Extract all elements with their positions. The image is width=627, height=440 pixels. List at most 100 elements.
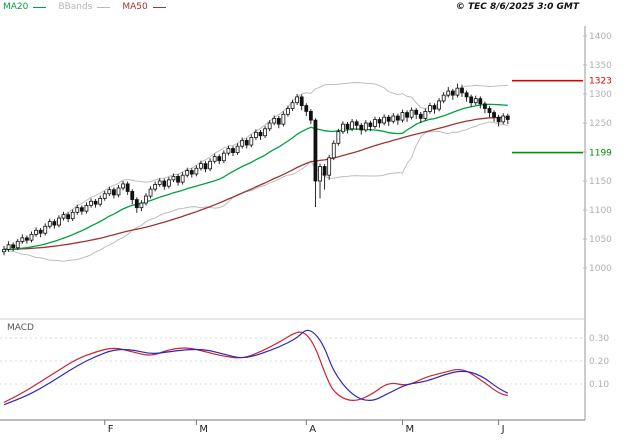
price-axis-label: 1150 [589,177,612,187]
legend-line-sample-icon [152,7,166,8]
month-label: M [405,424,414,435]
candle-body [70,211,75,220]
candle-body [162,180,167,187]
candle-body [501,115,506,123]
candle-body [345,123,350,130]
candle-body [418,113,423,119]
candle-body [194,167,199,175]
candle-body [286,108,290,115]
candle-body [102,193,107,199]
candle-body [492,112,496,118]
candle-body [79,207,84,212]
candle-body [450,90,455,96]
candle-body [98,197,103,205]
candle-body [487,108,492,113]
level-label-bg [587,144,617,156]
candle-body [405,112,409,118]
ma50-line [3,116,508,251]
macd-macd-line [3,331,508,403]
candle-body [235,145,240,153]
candle-body [432,105,437,110]
candle-body [318,166,322,182]
candle-body [24,237,29,241]
candle-body [276,117,281,125]
candle-body [473,98,478,104]
macd-panel-title: MACD [7,323,34,333]
candle-body [166,179,171,187]
candle-body [441,94,446,102]
candle-body [112,189,116,196]
legend-label: MA20 [3,2,29,12]
bollinger-lower-line [3,121,508,262]
candle-body [134,199,139,209]
candle-body [84,204,89,212]
legend-label: MA50 [122,2,148,12]
candle-body [212,156,217,162]
candle-body [281,113,286,125]
candle-body [446,90,451,96]
candle-body [359,124,364,131]
candle-body [363,122,368,131]
candle-body [478,98,483,105]
candle-body [368,122,373,127]
candle-body [107,189,112,195]
legend-line-sample-icon [97,7,111,8]
candle-body [336,131,341,144]
price-axis-label: 1350 [589,61,612,71]
candle-body [93,200,98,205]
macd-axis-label: 0.10 [589,380,609,390]
macd-axis-label: 0.30 [589,334,609,344]
support-label: 1199 [589,149,612,159]
price-axis-label: 1300 [589,90,612,100]
level-label-bg [587,72,617,84]
candle-body [66,214,71,220]
month-label: F [108,424,114,435]
candle-body [15,240,20,249]
candle-body [157,180,162,185]
candle-body [29,233,34,241]
candle-body [130,191,135,200]
candle-body [6,244,11,250]
month-label: J [501,424,505,435]
candle-body [2,249,6,253]
candle-body [38,229,43,234]
candle-body [400,112,405,121]
price-axis-label: 1000 [589,264,612,274]
candle-body [47,221,52,227]
month-label: A [309,424,316,435]
candle-body [89,200,93,206]
candle-body [43,225,48,234]
candle-body [148,188,153,197]
candle-body [121,183,125,189]
candle-body [313,119,318,182]
candle-body [57,217,61,226]
ma20-line [3,103,508,251]
candle-body [386,116,391,122]
candle-body [414,109,419,115]
candle-body [240,139,245,147]
candle-body [139,202,144,209]
candle-body [221,152,226,162]
candle-body [373,119,377,127]
candle-body [331,142,336,159]
candle-body [208,160,213,170]
candle-body [116,187,121,196]
candle-body [226,148,231,154]
legend-line-sample-icon [33,7,47,8]
candle-body [423,111,428,119]
candle-body [263,128,267,137]
candle-body [304,105,309,112]
candle-body [295,96,300,104]
candle-body [52,221,57,226]
candle-body [20,237,25,242]
legend-item-ma20: MA20 [3,2,47,13]
candle-body [391,115,396,122]
candle-body [377,119,382,124]
macd-axis-label: 0.20 [589,357,609,367]
candle-body [231,148,235,153]
candle-body [409,109,414,118]
legend-item-ma50: MA50 [122,2,166,13]
resistance-label: 1323 [589,77,612,87]
